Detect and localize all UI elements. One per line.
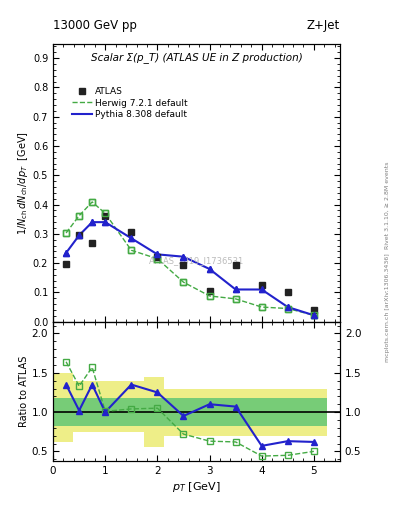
ATLAS bbox=[233, 262, 238, 268]
Herwig 7.2.1 default bbox=[155, 255, 160, 262]
Pythia 8.308 default bbox=[207, 266, 212, 272]
Pythia 8.308 default bbox=[129, 235, 134, 241]
ATLAS bbox=[64, 261, 68, 267]
Herwig 7.2.1 default bbox=[103, 210, 108, 217]
Y-axis label: $1/N_\mathrm{ch}\,dN_\mathrm{ch}/dp_T$  [GeV]: $1/N_\mathrm{ch}\,dN_\mathrm{ch}/dp_T$ [… bbox=[16, 131, 30, 234]
Pythia 8.308 default bbox=[90, 219, 95, 225]
X-axis label: $p_T$ [GeV]: $p_T$ [GeV] bbox=[172, 480, 221, 494]
Herwig 7.2.1 default bbox=[90, 199, 95, 205]
Pythia 8.308 default bbox=[155, 251, 160, 258]
Line: Pythia 8.308 default: Pythia 8.308 default bbox=[66, 222, 314, 315]
Text: Rivet 3.1.10, ≥ 2.8M events: Rivet 3.1.10, ≥ 2.8M events bbox=[385, 161, 389, 248]
Pythia 8.308 default bbox=[103, 219, 108, 225]
Herwig 7.2.1 default bbox=[64, 230, 68, 236]
ATLAS bbox=[90, 240, 95, 246]
ATLAS bbox=[207, 288, 212, 294]
ATLAS bbox=[77, 232, 81, 239]
ATLAS bbox=[312, 307, 316, 313]
Text: mcplots.cern.ch [arXiv:1306.3436]: mcplots.cern.ch [arXiv:1306.3436] bbox=[385, 253, 389, 361]
Pythia 8.308 default bbox=[64, 250, 68, 256]
Herwig 7.2.1 default bbox=[129, 247, 134, 253]
Pythia 8.308 default bbox=[233, 286, 238, 292]
Pythia 8.308 default bbox=[312, 312, 316, 318]
Herwig 7.2.1 default bbox=[259, 304, 264, 310]
Herwig 7.2.1 default bbox=[207, 293, 212, 299]
ATLAS bbox=[103, 213, 108, 219]
Herwig 7.2.1 default bbox=[181, 279, 186, 285]
ATLAS bbox=[181, 262, 186, 268]
Pythia 8.308 default bbox=[77, 232, 81, 239]
Line: ATLAS: ATLAS bbox=[63, 213, 317, 313]
Text: ATLAS_2019_I1736531: ATLAS_2019_I1736531 bbox=[149, 256, 244, 265]
Y-axis label: Ratio to ATLAS: Ratio to ATLAS bbox=[19, 355, 29, 427]
ATLAS bbox=[129, 229, 134, 236]
Herwig 7.2.1 default bbox=[77, 212, 81, 219]
Text: 13000 GeV pp: 13000 GeV pp bbox=[53, 19, 137, 32]
Line: Herwig 7.2.1 default: Herwig 7.2.1 default bbox=[66, 202, 314, 315]
Legend: ATLAS, Herwig 7.2.1 default, Pythia 8.308 default: ATLAS, Herwig 7.2.1 default, Pythia 8.30… bbox=[69, 84, 191, 122]
ATLAS bbox=[285, 289, 290, 295]
Herwig 7.2.1 default bbox=[233, 296, 238, 302]
ATLAS bbox=[259, 282, 264, 288]
ATLAS bbox=[155, 254, 160, 261]
Pythia 8.308 default bbox=[181, 253, 186, 260]
Text: Z+Jet: Z+Jet bbox=[307, 19, 340, 32]
Pythia 8.308 default bbox=[259, 286, 264, 292]
Herwig 7.2.1 default bbox=[312, 312, 316, 318]
Herwig 7.2.1 default bbox=[285, 306, 290, 312]
Pythia 8.308 default bbox=[285, 304, 290, 310]
Text: Scalar Σ(p_T) (ATLAS UE in Z production): Scalar Σ(p_T) (ATLAS UE in Z production) bbox=[91, 52, 302, 63]
